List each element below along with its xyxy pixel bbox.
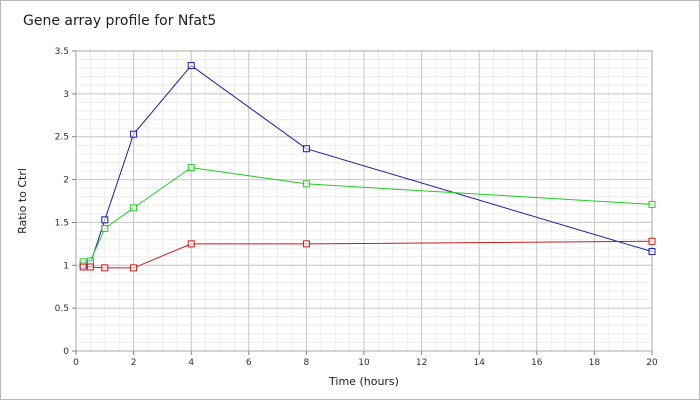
x-tick-label: 2	[131, 358, 137, 368]
y-tick-label: 1	[63, 261, 69, 271]
data-point-marker[interactable]	[130, 204, 138, 212]
x-axis-label: Time (hours)	[328, 375, 399, 388]
y-tick-label: 3	[63, 90, 69, 100]
chart-title: Gene array profile for Nfat5	[23, 13, 216, 29]
data-point-marker[interactable]	[648, 237, 656, 245]
x-tick-label: 8	[304, 358, 310, 368]
data-point-marker[interactable]	[302, 145, 310, 153]
y-axis-ticks: 0 0.5 1 1.5 2 2.5 3 3.5	[55, 47, 76, 357]
data-point-marker[interactable]	[187, 62, 195, 70]
data-point-marker[interactable]	[130, 130, 138, 138]
y-tick-label: 3.5	[55, 47, 69, 57]
series-2	[79, 164, 656, 266]
y-tick-label: 2.5	[55, 133, 69, 143]
data-point-marker[interactable]	[648, 248, 656, 256]
data-point-marker[interactable]	[187, 240, 195, 248]
data-point-marker[interactable]	[648, 200, 656, 208]
x-tick-label: 12	[416, 358, 427, 368]
data-point-marker[interactable]	[187, 164, 195, 172]
y-axis-label: Ratio to Ctrl	[16, 168, 29, 234]
data-point-marker[interactable]	[302, 180, 310, 188]
y-tick-label: 2	[63, 176, 69, 186]
y-tick-label: 0.5	[55, 304, 69, 314]
y-tick-label: 1.5	[55, 218, 69, 228]
series-layer	[79, 62, 656, 272]
data-point-marker[interactable]	[302, 240, 310, 248]
x-tick-label: 14	[473, 358, 485, 368]
x-tick-label: 16	[531, 358, 543, 368]
x-tick-label: 0	[73, 358, 79, 368]
y-tick-label: 0	[63, 347, 69, 357]
data-point-marker[interactable]	[101, 216, 109, 224]
x-tick-label: 20	[646, 358, 658, 368]
data-point-marker[interactable]	[86, 263, 94, 271]
x-tick-label: 6	[246, 358, 252, 368]
x-tick-label: 10	[358, 358, 370, 368]
x-tick-label: 4	[188, 358, 194, 368]
data-point-marker[interactable]	[101, 224, 109, 232]
data-point-marker[interactable]	[130, 264, 138, 272]
data-point-marker[interactable]	[86, 257, 94, 265]
data-point-marker[interactable]	[101, 264, 109, 272]
x-axis-ticks: 0 2 4 6 8 10 12 14 16 18 20	[73, 351, 658, 368]
series-3	[79, 237, 656, 272]
x-tick-label: 18	[589, 358, 601, 368]
data-point-marker[interactable]	[79, 263, 87, 271]
